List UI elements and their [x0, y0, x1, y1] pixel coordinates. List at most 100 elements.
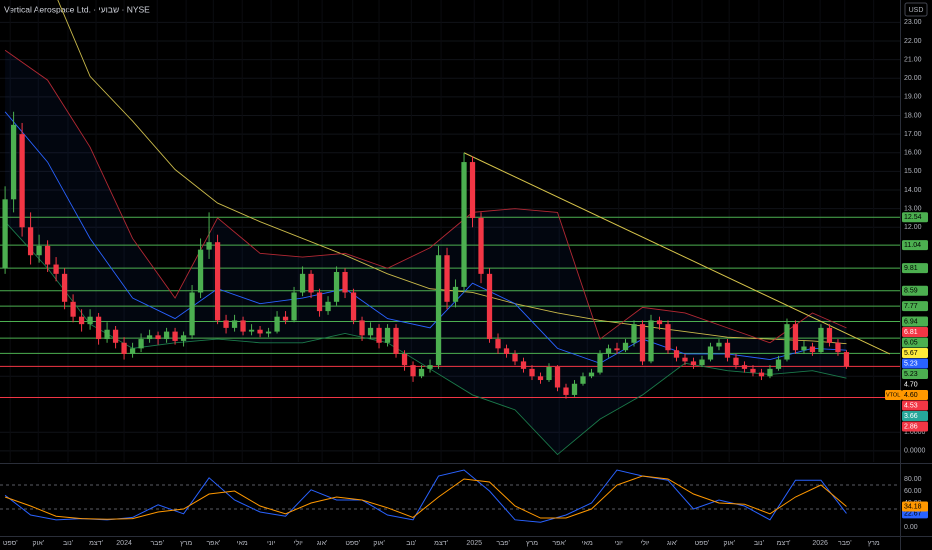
- symbol-tag: [885, 390, 902, 401]
- y-tick-label: 19.00: [904, 94, 922, 101]
- candle-body: [401, 353, 408, 366]
- candle-body: [350, 292, 357, 321]
- candle-body: [648, 320, 654, 362]
- x-tick-label: ספט': [695, 540, 710, 547]
- candle-body: [741, 365, 748, 369]
- x-tick-label: מרץ: [526, 540, 538, 547]
- candle-body: [231, 320, 238, 328]
- x-tick-label: פבר': [838, 540, 852, 547]
- candle-body: [818, 327, 824, 353]
- price-tag-label: 8.59: [904, 288, 918, 295]
- currency-button[interactable]: [904, 2, 928, 17]
- candle-body: [673, 350, 680, 358]
- x-tick-label: יוני: [615, 540, 623, 547]
- candle-body: [546, 366, 552, 381]
- price-tag: [902, 390, 928, 401]
- x-tick-label: 2024: [116, 540, 132, 547]
- x-tick-label: אוג': [667, 540, 678, 547]
- rsi-line: [4, 475, 847, 520]
- x-tick-label: מרץ: [868, 540, 880, 547]
- price-tag-label: 4.70: [904, 381, 918, 388]
- price-tag: [902, 421, 928, 432]
- y-tick-label: 14.00: [904, 187, 922, 194]
- y-tick-label: 18.00: [904, 112, 922, 119]
- x-tick-label: אוג': [317, 540, 328, 547]
- candle-body: [682, 357, 688, 362]
- candle-body: [605, 348, 612, 354]
- candle-body: [384, 327, 391, 343]
- candle-body: [248, 329, 255, 332]
- x-tick-label: יולי: [294, 539, 303, 547]
- x-tick-label: ספט': [345, 540, 360, 547]
- indicator-line: [4, 111, 847, 364]
- y-tick-label: 23.00: [904, 19, 922, 26]
- candle-body: [512, 353, 518, 362]
- candle-body: [809, 346, 816, 353]
- candle-body: [121, 342, 127, 354]
- candle-body: [554, 366, 561, 388]
- candle-body: [784, 324, 790, 360]
- candle-body: [189, 292, 195, 336]
- rsi-tag-label: 22.67: [904, 510, 922, 517]
- axes: 23.00 22.00 21.00 20.00 19.00 18.00 17.00 16.00…: [3, 19, 928, 547]
- candle-body: [180, 335, 187, 341]
- candle-body: [775, 359, 782, 369]
- candle-body: [435, 255, 442, 366]
- price-tag-label: 11.04: [904, 242, 921, 249]
- price-tag: [902, 348, 928, 359]
- candle-body: [104, 329, 110, 340]
- rsi-tag: [902, 501, 928, 512]
- candle-body: [316, 292, 323, 312]
- candle-body: [580, 376, 586, 384]
- candle-body: [631, 324, 637, 343]
- candle-body: [155, 335, 161, 340]
- candle-body: [61, 273, 68, 302]
- x-tick-label: מאי: [582, 540, 593, 547]
- price-tag: [902, 301, 928, 312]
- candle-body: [597, 353, 603, 373]
- x-tick-label: יוני: [267, 540, 275, 547]
- rsi-pane: [0, 469, 900, 523]
- candle-body: [10, 124, 17, 200]
- x-tick-label: דצמ': [89, 540, 103, 547]
- y-tick-label: 22.00: [904, 38, 922, 45]
- x-tick-label: 2026: [812, 540, 828, 547]
- rsi-tag-label: 34.18: [904, 503, 922, 510]
- x-tick-label: אפר': [206, 540, 220, 547]
- candle-body: [469, 162, 476, 218]
- candle-body: [758, 372, 765, 377]
- price-tag: [902, 379, 928, 390]
- candle-body: [53, 264, 59, 274]
- currency-label[interactable]: USD: [909, 7, 924, 14]
- price-tag: [902, 212, 928, 223]
- candle-body: [699, 359, 705, 366]
- candle-body: [257, 329, 263, 334]
- rsi-line: [4, 469, 847, 523]
- candle-body: [767, 368, 773, 377]
- candle-body: [656, 320, 663, 325]
- candle-body: [750, 368, 756, 373]
- trendline: [463, 152, 891, 355]
- candle-body: [503, 348, 510, 354]
- candle-body: [214, 242, 221, 321]
- x-tick-label: דצמ': [434, 540, 448, 547]
- candle-body: [520, 361, 527, 369]
- candle-body: [359, 320, 365, 336]
- price-tag-label: 6.81: [904, 329, 918, 336]
- candle-body: [78, 316, 85, 325]
- y-tick-label: 60.00: [904, 488, 922, 495]
- candle-body: [563, 387, 569, 395]
- x-tick-label: פבר': [150, 540, 164, 547]
- x-tick-label: מרץ: [180, 540, 192, 547]
- price-tag: [902, 316, 928, 327]
- candle-body: [478, 217, 484, 274]
- candle-body: [333, 271, 340, 302]
- candle-body: [291, 292, 297, 321]
- candle-body: [240, 320, 246, 332]
- candle-body: [571, 383, 578, 395]
- price-tag: [902, 263, 928, 274]
- candle-body: [707, 346, 714, 360]
- candle-body: [537, 376, 544, 381]
- price-tag: [902, 240, 928, 251]
- price-tag-label: 4.60: [904, 392, 918, 399]
